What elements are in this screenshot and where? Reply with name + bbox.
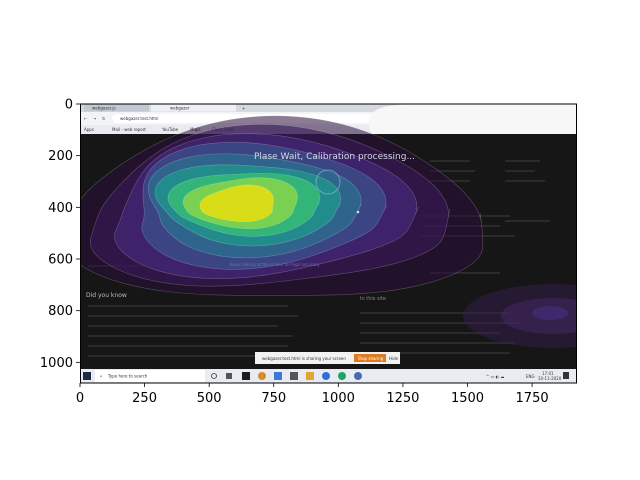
bookmark-apps[interactable]: Apps [84,127,94,132]
secondary-blob-core [532,306,568,320]
tab-strip [80,104,576,112]
clock-time: 17:01 [542,371,554,376]
chrome-icon[interactable] [322,372,330,380]
side-heading: In this site [360,296,386,302]
section-heading: Did you know [86,292,127,299]
x-tick-label: 0 [76,391,84,406]
x-tick-label: 1000 [322,391,355,406]
x-tick-label: 500 [197,391,222,406]
task-view-icon[interactable] [226,373,232,379]
x-tick-label: 1750 [516,391,549,406]
y-axis: 0 200 400 600 800 1000 [40,98,80,371]
whatsapp-icon[interactable] [338,372,346,380]
lang-indicator: ENG [526,374,535,379]
bright-region [368,104,576,134]
y-tick-label: 400 [48,201,73,216]
y-tick-label: 200 [48,149,73,164]
calibration-message: Plase Wait, Calibration processing... [254,152,415,162]
bookmark-mail[interactable]: Mail - web report [112,127,146,132]
x-tick-label: 250 [132,391,157,406]
contour-level-8 [199,184,274,223]
tab-webgazer-js[interactable] [84,104,149,112]
share-text: webgazer.test.html is sharing your scree… [262,356,346,361]
tray-icons: ^ ▭ ◐ ☁ [486,374,504,379]
store-icon[interactable] [274,372,282,380]
stop-sharing-label: Stop sharing [358,356,384,361]
taskbar-apps [211,372,362,380]
stop-sharing-button[interactable] [354,354,386,362]
files-icon[interactable] [306,372,314,380]
secondary-blob-outer [463,284,576,348]
heatmap-contours [80,115,484,296]
back-icon[interactable]: ← [84,116,88,121]
folder-icon[interactable] [290,372,298,380]
clock-date: 10-11-2020 [538,376,562,381]
calibration-pointer-icon [315,169,341,195]
tab-webgazer[interactable] [151,104,236,112]
terminal-icon[interactable] [242,372,250,380]
magnifier-icon: ⌕ [100,374,102,379]
x-tick-label: 750 [261,391,286,406]
x-axis: 0 250 500 750 1000 1250 1500 1750 [76,383,549,406]
y-tick-label: 0 [65,98,73,113]
tab-label: webgazer [170,106,190,111]
address-text: webgazer.test.html [120,116,158,121]
search-placeholder: Type here to search [107,374,148,379]
y-tick-label: 800 [48,304,73,319]
y-tick-label: 1000 [40,356,73,371]
axes-frame [80,103,577,384]
new-tab-icon[interactable]: + [242,106,245,111]
accuracy-hint: Keep looking at the screen for high accu… [230,262,320,267]
windows-start-icon[interactable] [83,372,91,380]
y-tick-label: 600 [48,253,73,268]
browser-icon[interactable] [354,372,362,380]
app-icon[interactable] [258,372,266,380]
reload-icon[interactable]: ↻ [102,116,105,121]
forward-icon[interactable]: → [93,116,97,121]
hide-button[interactable]: Hide [389,356,399,361]
x-tick-label: 1500 [451,391,484,406]
heatmap-secondary [315,169,576,348]
x-tick-label: 1250 [386,391,419,406]
gaze-dot-icon [356,210,360,214]
tab-label: webgazer.js [92,106,116,111]
bookmark-youtube[interactable]: YouTube [161,127,179,132]
cortana-icon[interactable] [211,373,217,379]
notification-icon[interactable] [563,372,569,379]
taskbar-search[interactable] [95,370,205,382]
